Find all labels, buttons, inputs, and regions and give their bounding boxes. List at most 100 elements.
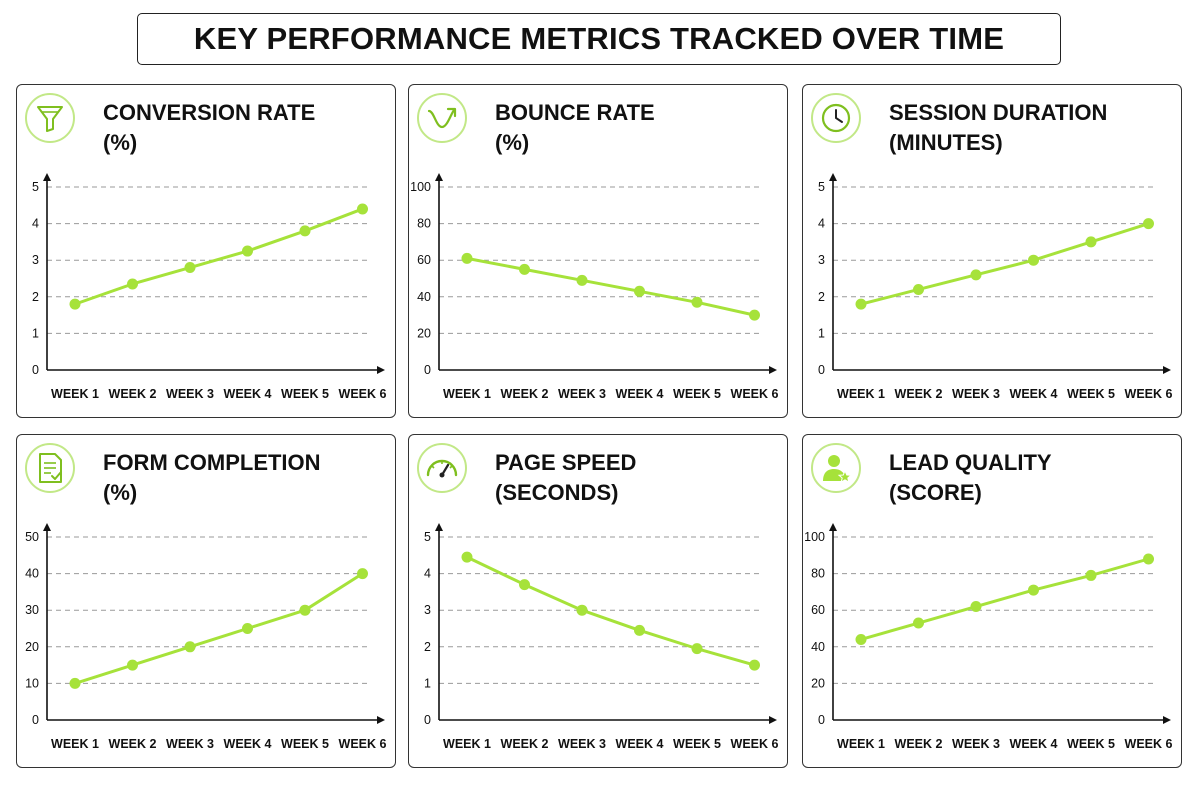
y-axis-arrow — [435, 523, 443, 531]
chart-panel: 0 20 40 60 80 100 WEEK 1 WEEK 2 WEEK 3 WEEK 4 WEEK… — [408, 84, 788, 418]
y-tick-label: 60 — [811, 603, 825, 617]
x-tick-label: WEEK 5 — [673, 737, 721, 751]
y-axis-arrow — [435, 173, 443, 181]
y-tick-label: 2 — [424, 640, 431, 654]
data-point — [691, 643, 703, 655]
y-tick-label: 60 — [417, 253, 431, 267]
data-point — [461, 252, 473, 264]
x-tick-label: WEEK 4 — [616, 387, 664, 401]
x-tick-label: WEEK 2 — [501, 387, 549, 401]
y-tick-label: 100 — [804, 530, 825, 544]
x-tick-label: WEEK 2 — [895, 387, 943, 401]
x-tick-label: WEEK 1 — [51, 387, 99, 401]
chart-title-text: BOUNCE RATE — [495, 100, 655, 125]
funnel-icon — [25, 93, 75, 143]
y-axis-arrow — [43, 523, 51, 531]
y-tick-label: 4 — [32, 217, 39, 231]
data-point — [1085, 569, 1097, 581]
data-point — [127, 659, 138, 671]
y-axis-arrow — [829, 173, 837, 181]
data-point — [576, 604, 588, 616]
x-tick-label: WEEK 6 — [339, 737, 387, 751]
chart-panel: 0 10 20 30 40 50 WEEK 1 WEEK 2 WEEK 3 WEEK 4 WEEK … — [16, 434, 396, 768]
series-line — [74, 572, 364, 685]
y-tick-label: 40 — [417, 290, 431, 304]
data-point — [691, 296, 703, 308]
data-point — [69, 298, 81, 310]
data-point — [970, 269, 982, 281]
clock-icon — [811, 93, 861, 143]
data-point — [69, 677, 81, 689]
data-point — [357, 568, 368, 580]
data-point — [749, 309, 760, 321]
data-point — [970, 601, 982, 613]
chart-panel: 0 1 2 3 4 5 WEEK 1 WEEK 2 WEEK 3 WEEK 4 WEEK 5 WEEK… — [408, 434, 788, 768]
chart-unit-text: (%) — [103, 480, 138, 505]
series-line — [466, 555, 755, 667]
x-tick-label: WEEK 3 — [558, 737, 606, 751]
chart-title: BOUNCE RATE (%) — [495, 98, 655, 158]
x-tick-label: WEEK 4 — [616, 737, 664, 751]
x-axis-arrow — [1163, 366, 1171, 374]
x-tick-label: WEEK 6 — [731, 387, 779, 401]
data-point — [1028, 584, 1039, 596]
x-tick-label: WEEK 5 — [1067, 387, 1115, 401]
data-point — [855, 298, 867, 310]
chart-title: CONVERSION RATE (%) — [103, 98, 315, 158]
data-point — [913, 617, 924, 629]
speedometer-icon — [417, 443, 467, 493]
x-tick-label: WEEK 4 — [1010, 737, 1058, 751]
x-tick-label: WEEK 6 — [339, 387, 387, 401]
series-line — [860, 222, 1149, 306]
chart-unit-text: (SECONDS) — [495, 480, 619, 505]
x-tick-label: WEEK 3 — [166, 387, 214, 401]
chart-panel: 0 20 40 60 80 100 WEEK 1 WEEK 2 WEEK 3 WEEK 4 WEEK… — [802, 434, 1182, 768]
x-tick-label: WEEK 2 — [109, 737, 157, 751]
line-chart: 0 20 40 60 80 100 WEEK 1 WEEK 2 WEEK 3 WEEK 4 WEEK… — [804, 523, 1173, 751]
x-axis-arrow — [1163, 716, 1171, 724]
x-tick-label: WEEK 3 — [166, 737, 214, 751]
data-point — [1085, 236, 1097, 248]
x-tick-label: WEEK 5 — [1067, 737, 1115, 751]
data-point — [855, 633, 867, 645]
x-tick-label: WEEK 5 — [281, 387, 329, 401]
y-tick-label: 3 — [32, 253, 39, 267]
y-tick-label: 20 — [417, 326, 431, 340]
chart-title-text: FORM COMPLETION — [103, 450, 321, 475]
chart-title-text: SESSION DURATION — [889, 100, 1108, 125]
data-point — [749, 659, 760, 671]
series-line — [74, 207, 364, 306]
data-point — [242, 623, 253, 634]
y-tick-label: 20 — [25, 640, 39, 654]
data-point — [1143, 218, 1154, 230]
y-tick-label: 0 — [424, 713, 431, 727]
line-chart: 0 1 2 3 4 5 WEEK 1 WEEK 2 WEEK 3 WEEK 4 WEEK 5 WEEK… — [32, 173, 387, 401]
data-point — [184, 262, 196, 274]
chart-unit-text: (%) — [495, 130, 530, 155]
y-tick-label: 0 — [818, 713, 825, 727]
x-tick-label: WEEK 4 — [224, 387, 272, 401]
y-tick-label: 2 — [818, 290, 825, 304]
x-tick-label: WEEK 4 — [1010, 387, 1058, 401]
chart-panel: 0 1 2 3 4 5 WEEK 1 WEEK 2 WEEK 3 WEEK 4 WEEK 5 WEEK… — [16, 84, 396, 418]
data-point — [576, 274, 588, 286]
bounce-arrow-icon — [417, 93, 467, 143]
x-tick-label: WEEK 4 — [224, 737, 272, 751]
x-tick-label: WEEK 5 — [673, 387, 721, 401]
line-chart: 0 20 40 60 80 100 WEEK 1 WEEK 2 WEEK 3 WEEK 4 WEEK… — [410, 173, 779, 401]
y-axis-arrow — [43, 173, 51, 181]
x-tick-label: WEEK 2 — [109, 387, 157, 401]
page-title: KEY PERFORMANCE METRICS TRACKED OVER TIM… — [137, 13, 1061, 65]
y-tick-label: 1 — [424, 676, 431, 690]
y-tick-label: 0 — [424, 363, 431, 377]
x-tick-label: WEEK 1 — [837, 387, 885, 401]
document-check-icon — [25, 443, 75, 493]
series-line — [860, 557, 1149, 641]
data-point — [357, 203, 368, 215]
chart-title-text: PAGE SPEED — [495, 450, 637, 475]
data-point — [242, 245, 253, 257]
y-tick-label: 1 — [818, 326, 825, 340]
chart-title: FORM COMPLETION (%) — [103, 448, 321, 508]
line-chart: 0 1 2 3 4 5 WEEK 1 WEEK 2 WEEK 3 WEEK 4 WEEK 5 WEEK… — [818, 173, 1173, 401]
x-axis-arrow — [769, 366, 777, 374]
